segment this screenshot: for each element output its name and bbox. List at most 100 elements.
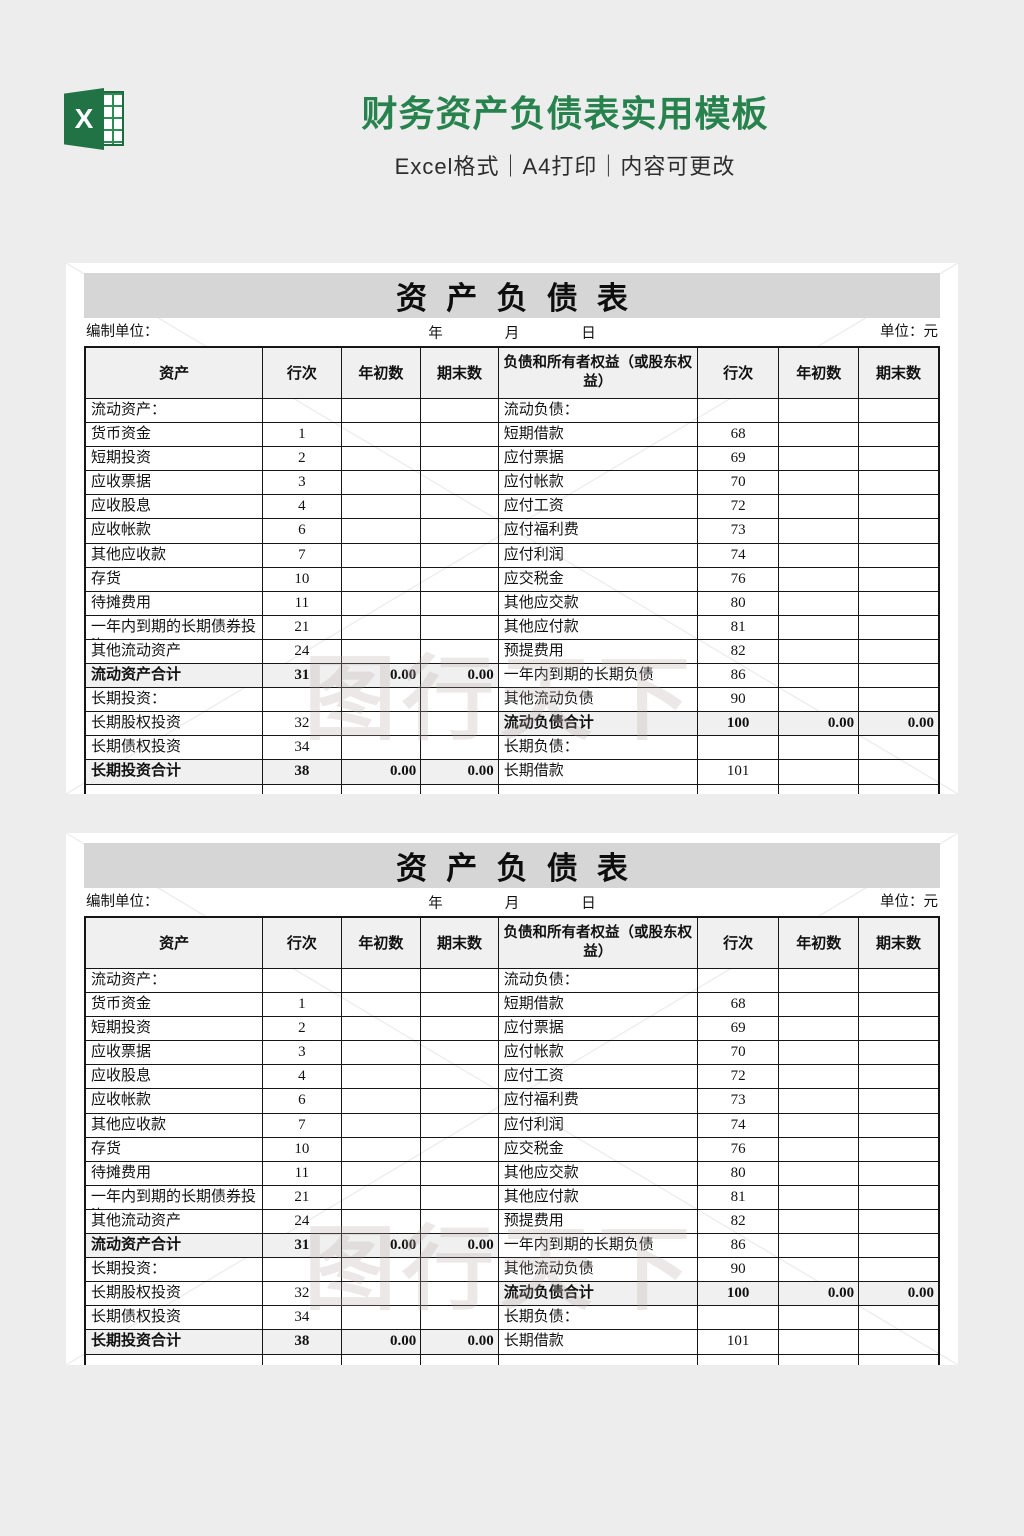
begin-amount-cell — [779, 447, 860, 471]
liability-label-cell: 长期借款 — [499, 1330, 698, 1354]
line-no-cell: 3 — [263, 471, 342, 495]
line-no-cell: 31 — [263, 1234, 342, 1258]
empty-cell — [421, 1354, 499, 1365]
page-subtitle: Excel格式｜A4打印｜内容可更改 — [394, 154, 736, 179]
liability-label-cell: 应付工资 — [499, 495, 698, 519]
liability-label-cell: 其他流动负债 — [499, 688, 698, 712]
page-header: X 财务资产负债表实用模板 Excel格式｜A4打印｜内容可更改 — [0, 0, 1024, 240]
liability-label-cell: 流动负债： — [499, 969, 698, 993]
end-amount-cell — [421, 423, 499, 447]
end-amount-cell — [421, 688, 499, 712]
begin-amount-cell — [342, 519, 422, 543]
asset-label-cell: 流动资产合计 — [86, 664, 264, 688]
liability-label-cell: 预提费用 — [499, 639, 698, 664]
begin-amount-cell — [342, 1017, 422, 1041]
line-no-cell: 82 — [698, 1209, 780, 1234]
end-amount-cell — [859, 1065, 938, 1088]
begin-amount-cell — [779, 688, 860, 712]
table-row: 货币资金 1 短期借款 68 — [86, 993, 938, 1018]
end-amount-cell — [421, 1089, 499, 1113]
end-amount-cell — [859, 616, 938, 639]
end-amount-cell — [859, 1186, 938, 1209]
end-amount-cell — [859, 1041, 938, 1064]
asset-label-cell: 其他流动资产 — [86, 639, 264, 664]
begin-amount-cell — [342, 615, 422, 639]
line-no-cell: 72 — [698, 1065, 780, 1089]
line-no-cell: 38 — [263, 1330, 342, 1354]
begin-amount-cell — [342, 567, 422, 591]
end-amount-cell — [859, 760, 938, 783]
col-liabilities: 负债和所有者权益（或股东权益） — [499, 918, 698, 968]
begin-amount-cell — [342, 399, 422, 423]
liability-label-cell: 应交税金 — [499, 1137, 698, 1161]
line-no-cell: 2 — [263, 447, 342, 471]
end-amount-cell — [859, 447, 938, 470]
unit-label: 单位：元 — [880, 894, 938, 910]
end-amount-cell — [421, 1306, 499, 1330]
line-no-cell: 101 — [698, 760, 780, 784]
table-row: 短期投资 2 应付票据 69 — [86, 447, 938, 472]
begin-amount-cell — [779, 1234, 860, 1258]
line-no-cell: 24 — [263, 639, 342, 664]
table-row: 存货 10 应交税金 76 — [86, 567, 938, 592]
begin-amount-cell — [342, 1185, 422, 1209]
table-row: 长期股权投资 32 流动负债合计 100 0.00 0.00 — [86, 1282, 938, 1307]
end-amount-cell — [859, 969, 938, 992]
liability-label-cell: 流动负债： — [499, 399, 698, 423]
table-row: 存货 10 应交税金 76 — [86, 1137, 938, 1162]
asset-label-cell: 流动资产： — [86, 399, 264, 423]
line-no-cell — [263, 399, 342, 423]
table-row: 流动资产： 流动负债： — [86, 969, 938, 994]
date-year-label: 年 — [428, 895, 443, 912]
asset-label-cell: 长期投资合计 — [86, 760, 264, 784]
end-amount-cell — [421, 1137, 499, 1161]
end-amount-cell — [421, 1282, 499, 1306]
end-amount-cell — [859, 736, 938, 759]
liability-label-cell: 应付票据 — [499, 1017, 698, 1041]
line-no-cell: 10 — [263, 567, 342, 591]
table-row: 应收票据 3 应付帐款 70 — [86, 1041, 938, 1066]
line-no-cell: 2 — [263, 1017, 342, 1041]
table-row: 短期投资 2 应付票据 69 — [86, 1017, 938, 1042]
begin-amount-cell — [342, 447, 422, 471]
line-no-cell: 11 — [263, 591, 342, 615]
line-no-cell: 80 — [698, 1161, 780, 1185]
asset-label-cell: 应收股息 — [86, 495, 264, 519]
line-no-cell: 10 — [263, 1137, 342, 1161]
begin-amount-cell — [779, 567, 860, 591]
end-amount-cell: 0.00 — [421, 760, 499, 784]
balance-sheet-card-1: 资产负债表 编制单位： 年 月 日 单位：元 资产 行次 年初数 期末数 负债和… — [66, 263, 958, 794]
line-no-cell: 82 — [698, 639, 780, 664]
line-no-cell — [698, 399, 780, 423]
line-no-cell: 31 — [263, 664, 342, 688]
liability-label-cell: 应付福利费 — [499, 1089, 698, 1113]
col-line-no: 行次 — [698, 918, 780, 968]
empty-cell — [859, 1355, 938, 1366]
end-amount-cell — [859, 1162, 938, 1185]
begin-amount-cell — [779, 664, 860, 688]
end-amount-cell — [859, 1114, 938, 1137]
begin-amount-cell — [779, 639, 860, 664]
asset-label-cell: 流动资产合计 — [86, 1234, 264, 1258]
col-end-amount: 期末数 — [876, 934, 922, 952]
end-amount-cell — [859, 664, 938, 687]
col-end-amount: 期末数 — [421, 348, 499, 398]
begin-amount-cell — [779, 1017, 860, 1041]
end-amount-cell — [421, 1017, 499, 1041]
table-row: 长期投资： 其他流动负债 90 — [86, 1258, 938, 1283]
begin-amount-cell — [779, 399, 860, 423]
begin-amount-cell — [342, 423, 422, 447]
prepared-by-label: 编制单位： — [86, 894, 159, 910]
begin-amount-cell — [779, 1113, 860, 1137]
line-no-cell: 73 — [698, 1089, 780, 1113]
asset-label-cell: 存货 — [86, 567, 264, 591]
asset-label-cell: 长期投资： — [86, 688, 264, 712]
end-amount-cell — [859, 993, 938, 1016]
end-amount-cell — [421, 591, 499, 615]
asset-label-cell: 短期投资 — [86, 447, 264, 471]
begin-amount-cell — [342, 1161, 422, 1185]
excel-icon: X — [64, 88, 128, 150]
line-no-cell — [698, 1306, 780, 1330]
line-no-cell — [698, 969, 780, 993]
